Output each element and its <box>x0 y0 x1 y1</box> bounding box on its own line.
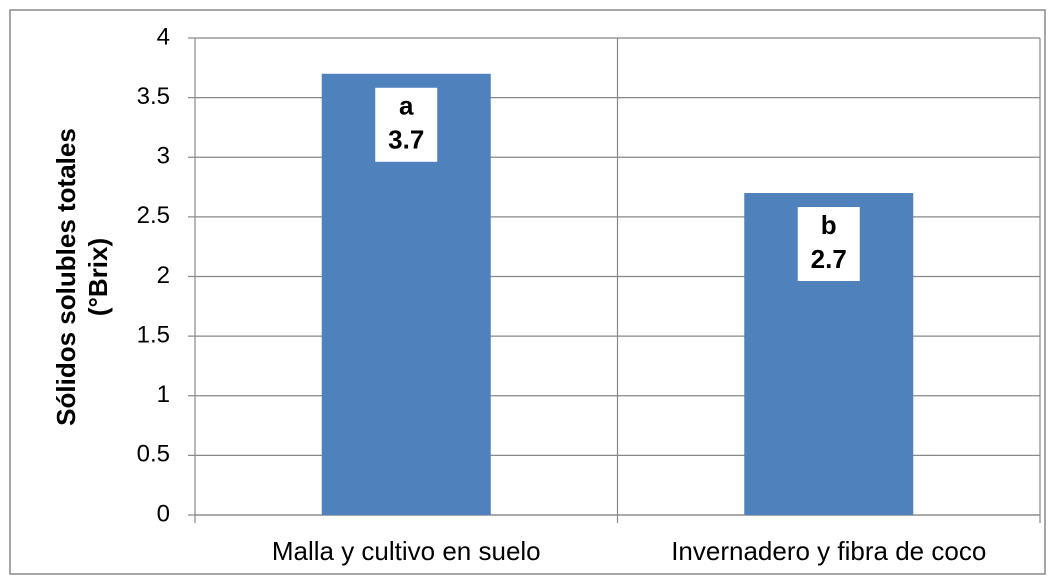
y-tick-label: 3 <box>157 143 170 170</box>
y-tick-label: 0 <box>157 500 170 527</box>
y-tick-label: 2.5 <box>137 202 170 229</box>
annotation-letter: a <box>399 91 414 121</box>
y-tick-label: 2 <box>157 262 170 289</box>
y-tick-label: 1 <box>157 381 170 408</box>
data-label-box <box>375 87 438 162</box>
y-tick-label: 4 <box>157 23 170 50</box>
y-tick-label: 3.5 <box>137 83 170 110</box>
y-axis-label: (°Brix) <box>83 238 113 316</box>
data-label: 3.7 <box>388 125 424 155</box>
data-label: 2.7 <box>811 244 847 274</box>
data-label-box <box>797 207 860 282</box>
x-tick-label: Malla y cultivo en suelo <box>272 536 541 566</box>
y-axis-label: Sólidos solubles totales <box>51 128 81 426</box>
y-tick-label: 1.5 <box>137 321 170 348</box>
x-tick-label: Invernadero y fibra de coco <box>671 536 986 566</box>
annotation-letter: b <box>821 210 837 240</box>
y-tick-label: 0.5 <box>137 441 170 468</box>
